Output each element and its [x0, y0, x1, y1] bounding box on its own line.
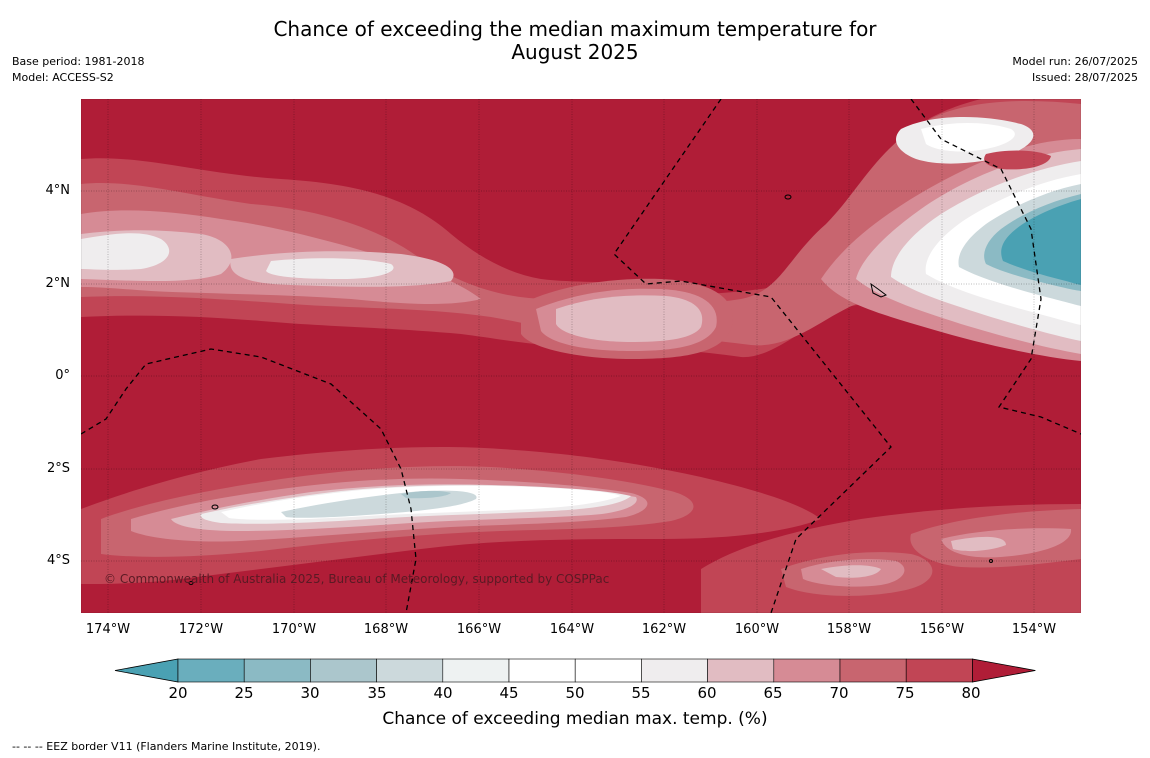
- lon-label-154w: 154°W: [1011, 622, 1057, 637]
- colorbar-segment: [574, 658, 642, 683]
- lat-label-4s: 4°S: [46, 553, 70, 568]
- gridlines: [81, 99, 1081, 613]
- colorbar-segment: [177, 658, 245, 683]
- colorbar-segment: [707, 658, 775, 683]
- colorbar-segment: [773, 658, 841, 683]
- colorbar-segment: [310, 658, 377, 683]
- map-title: Chance of exceeding the median maximum t…: [0, 18, 1150, 64]
- colorbar-segment: [243, 658, 311, 683]
- se-patch-60: [821, 536, 1006, 578]
- issued-date: Issued: 28/07/2025: [1031, 71, 1138, 84]
- ne-top-patch-50: [921, 123, 1015, 152]
- model-name: Model: ACCESS-S2: [12, 71, 114, 84]
- eez-footnote: -- -- -- EEZ border V11 (Flanders Marine…: [12, 740, 321, 753]
- map-panel: [80, 98, 1082, 614]
- meta-right: Model run: 26/07/2025 Issued: 28/07/2025: [1012, 54, 1138, 86]
- colorbar-tick-label: 70: [829, 684, 849, 702]
- colorbar-extend-low: [114, 658, 179, 683]
- colorbar-tick-label: 45: [499, 684, 519, 702]
- colorbar-tick-label: 40: [433, 684, 453, 702]
- colorbar-tick-label: 60: [697, 684, 717, 702]
- ne-top-small-75: [984, 150, 1051, 170]
- lon-label-164w: 164°W: [549, 622, 595, 637]
- lon-label-168w: 168°W: [363, 622, 409, 637]
- colorbar-segment: [442, 658, 510, 683]
- meta-left: Base period: 1981-2018 Model: ACCESS-S2: [12, 54, 144, 86]
- title-line-1: Chance of exceeding the median maximum t…: [273, 17, 877, 41]
- lon-label-174w: 174°W: [85, 622, 131, 637]
- colorbar-tick-label: 80: [961, 684, 981, 702]
- lon-label-166w: 166°W: [456, 622, 502, 637]
- lat-label-4n: 4°N: [45, 183, 71, 198]
- lat-label-0: 0°: [55, 368, 70, 383]
- colorbar-tick-label: 30: [300, 684, 320, 702]
- model-run: Model run: 26/07/2025: [1012, 55, 1138, 68]
- colorbar-tick-label: 65: [763, 684, 783, 702]
- lon-label-172w: 172°W: [178, 622, 224, 637]
- lon-label-158w: 158°W: [826, 622, 872, 637]
- ne-tongue-20: [1001, 199, 1081, 285]
- colorbar-tick-label: 75: [895, 684, 915, 702]
- colorbar: [114, 658, 1036, 683]
- colorbar-tick-label: 35: [367, 684, 387, 702]
- islands: [188, 194, 993, 585]
- lat-label-2s: 2°S: [46, 461, 70, 476]
- lon-label-170w: 170°W: [271, 622, 317, 637]
- colorbar-segment: [508, 658, 576, 683]
- colorbar-segment: [376, 658, 444, 683]
- colorbar-segment: [839, 658, 907, 683]
- colorbar-tick-label: 20: [168, 684, 188, 702]
- colorbar-extend-high: [972, 658, 1036, 683]
- colorbar-segment: [905, 658, 973, 683]
- central-blob-60: [556, 295, 703, 342]
- lon-label-162w: 162°W: [641, 622, 687, 637]
- colorbar-segment: [641, 658, 708, 683]
- lon-label-156w: 156°W: [919, 622, 965, 637]
- title-line-2: August 2025: [511, 40, 639, 64]
- lon-label-160w: 160°W: [734, 622, 780, 637]
- north-band-55: [81, 233, 394, 279]
- copyright-text: © Commonwealth of Australia 2025, Bureau…: [104, 572, 610, 586]
- colorbar-tick-label: 50: [565, 684, 585, 702]
- eez-borders: [81, 99, 1081, 613]
- base-period: Base period: 1981-2018: [12, 55, 145, 68]
- probability-map: [80, 98, 1082, 614]
- colorbar-tick-label: 55: [631, 684, 651, 702]
- lat-label-2n: 2°N: [45, 276, 71, 291]
- colorbar-title: Chance of exceeding median max. temp. (%…: [382, 709, 768, 729]
- colorbar-tick-label: 25: [234, 684, 254, 702]
- south-band-30: [401, 490, 451, 499]
